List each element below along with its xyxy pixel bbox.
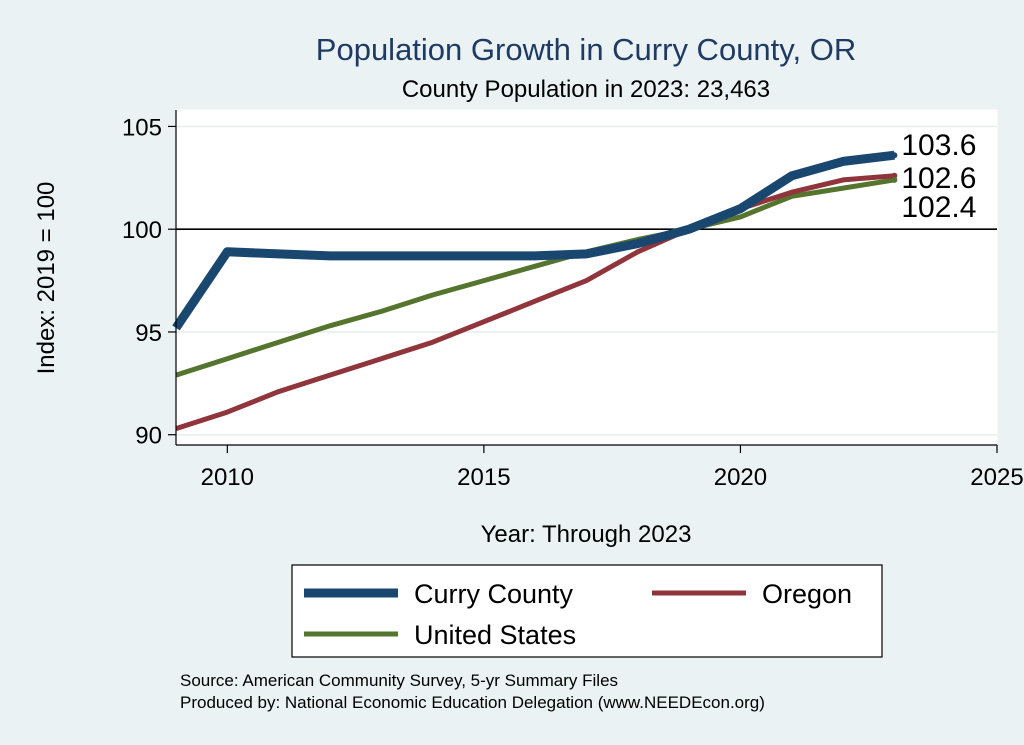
y-ticks: 90 95 100 105 (122, 114, 176, 450)
x-ticks: 2010 2015 2020 2025 (201, 445, 1024, 491)
legend-label: Oregon (762, 579, 852, 609)
x-tick-label: 2025 (970, 464, 1023, 491)
legend (291, 564, 883, 658)
end-point (891, 176, 898, 183)
series-line-0 (172, 150, 895, 331)
end-point (891, 152, 898, 159)
legend-label: Curry County (414, 579, 574, 609)
y-tick-label: 105 (122, 114, 162, 141)
x-tick-label: 2020 (714, 464, 767, 491)
end-label: 102.6 (901, 162, 976, 195)
y-tick-label: 90 (135, 423, 162, 450)
chart-title: Population Growth in Curry County, OR (316, 32, 856, 67)
plot-area (175, 109, 998, 446)
producer-note: Produced by: National Economic Education… (180, 693, 765, 712)
legend-label: United States (414, 620, 576, 650)
series-line-2 (175, 177, 895, 378)
series-lines (172, 150, 895, 431)
legend-items: Curry County Oregon United States (304, 579, 852, 650)
y-tick-label: 95 (135, 320, 162, 347)
x-axis-title: Year: Through 2023 (481, 521, 692, 548)
y-axis-title: Index: 2019 = 100 (33, 182, 60, 375)
series-line-1 (175, 173, 895, 431)
chart-subtitle: County Population in 2023: 23,463 (402, 76, 770, 103)
y-tick-label: 100 (122, 217, 162, 244)
end-label: 102.4 (901, 191, 976, 224)
source-note: Source: American Community Survey, 5-yr … (180, 671, 618, 690)
end-point (891, 172, 898, 179)
end-label: 103.6 (901, 129, 976, 162)
x-tick-label: 2015 (457, 464, 510, 491)
x-tick-label: 2010 (201, 464, 254, 491)
